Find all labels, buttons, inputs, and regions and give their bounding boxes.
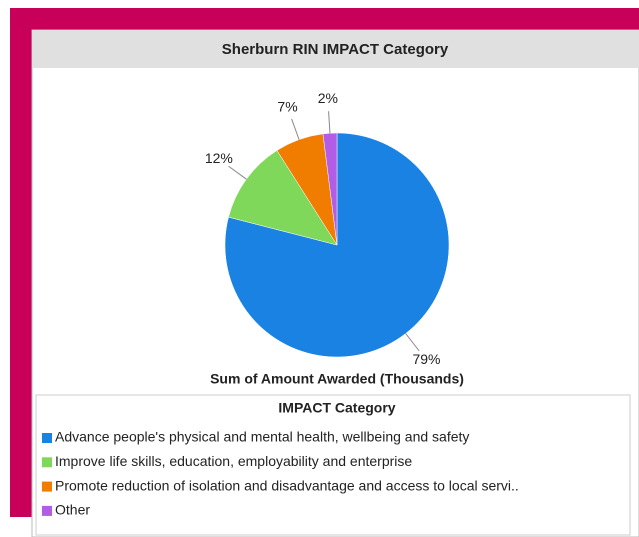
legend-swatch — [42, 433, 52, 443]
legend-entry: Other — [55, 502, 90, 518]
chart-title: Sherburn RIN IMPACT Category — [222, 41, 449, 58]
data-label: 79% — [412, 351, 440, 367]
chart-subtitle: Sum of Amount Awarded (Thousands) — [210, 371, 464, 387]
leader-line — [405, 333, 420, 352]
leader-line — [228, 165, 247, 180]
data-label: 7% — [277, 98, 297, 114]
legend-box — [35, 394, 631, 536]
header-bar — [32, 30, 639, 68]
data-label: 2% — [318, 90, 338, 106]
legend-entry: Improve life skills, education, employab… — [55, 453, 412, 469]
legend-swatch — [42, 481, 52, 492]
legend-swatch — [42, 505, 52, 516]
legend-entry: Advance people's physical and mental hea… — [55, 429, 469, 445]
legend-swatch — [42, 457, 52, 468]
legend-entry: Promote reduction of isolation and disad… — [55, 477, 519, 493]
leader-line — [291, 118, 300, 140]
legend-title: IMPACT Category — [278, 400, 395, 416]
leader-line — [328, 111, 331, 134]
data-label: 12% — [205, 150, 233, 166]
